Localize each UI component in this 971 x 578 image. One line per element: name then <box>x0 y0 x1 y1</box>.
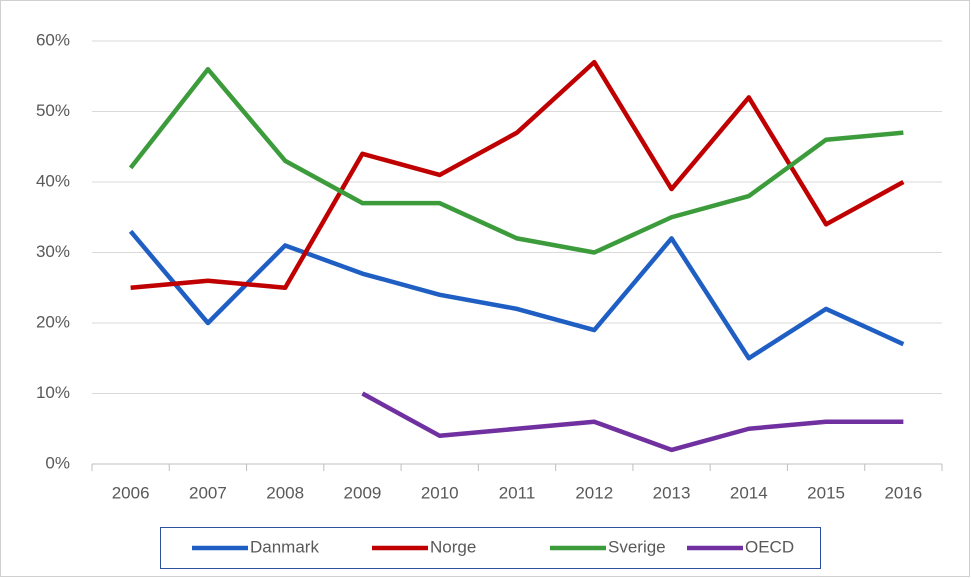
series-line <box>361 391 904 453</box>
series-line <box>128 229 905 361</box>
x-tick-label: 2007 <box>189 483 227 502</box>
y-tick-label: 10% <box>36 383 70 402</box>
y-tick-label: 40% <box>36 171 70 190</box>
y-tick-label: 60% <box>36 30 70 49</box>
x-tick-label: 2013 <box>653 483 691 502</box>
x-tick-label: 2010 <box>421 483 459 502</box>
x-tick-label: 2008 <box>266 483 304 502</box>
x-tick-label: 2016 <box>884 483 922 502</box>
x-tick-label: 2015 <box>807 483 845 502</box>
x-tick-label: 2009 <box>344 483 382 502</box>
x-tick-label: 2012 <box>575 483 613 502</box>
y-tick-label: 30% <box>36 242 70 261</box>
x-tick-label: 2011 <box>499 483 536 502</box>
x-tick-label: 2014 <box>730 483 768 502</box>
series-line <box>128 66 904 255</box>
legend-label: Norge <box>430 537 476 556</box>
y-tick-label: 50% <box>36 101 70 120</box>
y-tick-label: 0% <box>45 453 70 472</box>
legend-box <box>160 527 821 569</box>
legend-label: OECD <box>745 537 794 556</box>
legend-label: Danmark <box>250 537 319 556</box>
legend-label: Sverige <box>608 537 666 556</box>
series-line <box>130 59 905 290</box>
y-tick-label: 20% <box>36 312 70 331</box>
x-tick-label: 2006 <box>112 483 150 502</box>
